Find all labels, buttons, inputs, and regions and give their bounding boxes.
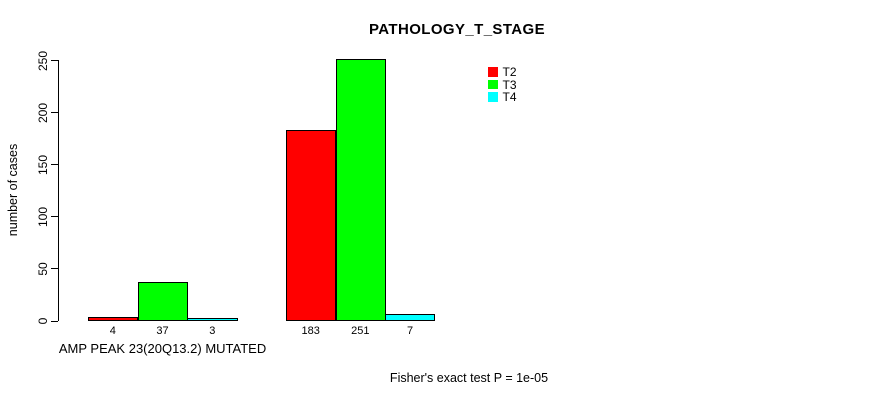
legend-swatch <box>488 67 498 77</box>
y-tick-mark <box>51 164 58 166</box>
y-axis-line <box>58 60 59 321</box>
legend: T2 T3 T4 <box>488 66 517 103</box>
bar-value-label: 4 <box>109 325 116 337</box>
bar-t4 <box>187 317 238 321</box>
bar-t2 <box>88 316 139 321</box>
y-tick-label: 50 <box>36 262 50 276</box>
bar-t2 <box>285 130 337 321</box>
legend-label: T4 <box>502 89 517 104</box>
bar-value-label: 7 <box>406 325 414 337</box>
bar-t3 <box>137 282 188 321</box>
y-tick-label: 100 <box>36 206 50 227</box>
legend-label: T2 <box>502 65 517 80</box>
y-tick-mark <box>51 320 58 322</box>
y-tick-mark <box>51 112 58 114</box>
x-group-label: AMP PEAK 23(20Q13.2) MUTATED <box>58 341 267 356</box>
bar-t3 <box>335 59 386 321</box>
y-tick-mark <box>51 216 58 218</box>
bar-value-label: 183 <box>301 325 320 337</box>
bar-value-label: 3 <box>209 325 216 337</box>
chart-title: PATHOLOGY_T_STAGE <box>369 21 545 38</box>
y-tick-label: 250 <box>36 50 50 71</box>
y-tick-label: 150 <box>36 154 50 175</box>
legend-item: T3 <box>488 77 517 92</box>
y-tick-label: 0 <box>36 317 50 325</box>
legend-item: T4 <box>488 91 517 103</box>
footnote-pvalue: Fisher's exact test P = 1e-05 <box>389 371 549 385</box>
y-tick-mark <box>51 60 58 61</box>
bar-t4 <box>385 313 436 321</box>
y-axis-label: number of cases <box>6 143 20 237</box>
bar-value-label: 37 <box>156 325 169 337</box>
bar-value-label: 251 <box>351 325 370 337</box>
y-tick-mark <box>51 268 58 270</box>
legend-label: T3 <box>502 77 517 92</box>
legend-swatch <box>488 79 498 90</box>
legend-item: T2 <box>488 66 517 78</box>
legend-swatch <box>488 92 498 102</box>
y-tick-label: 200 <box>36 102 50 123</box>
